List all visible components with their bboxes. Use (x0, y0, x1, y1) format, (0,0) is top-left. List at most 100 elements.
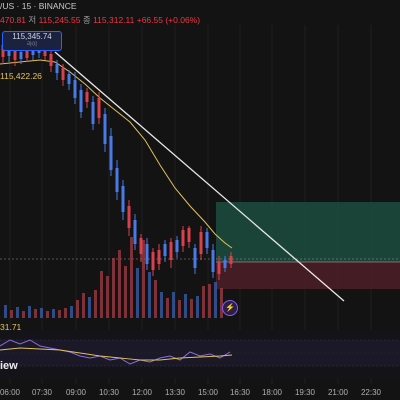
low-value: 115,245.55 (38, 15, 81, 25)
chart-header: /US · 15 · BINANCE 470.81 저 115,245.55 종… (0, 0, 400, 30)
volume-bar (88, 297, 91, 318)
price-tag-value: 115,345.74 (12, 32, 52, 41)
time-tick: 19:30 (294, 388, 316, 397)
volume-bar (124, 266, 127, 318)
candlesticks (1, 40, 233, 280)
candle (139, 234, 143, 262)
signal-line (0, 347, 233, 361)
close-label: 종 (82, 15, 91, 25)
candle (127, 200, 131, 236)
candle (73, 72, 77, 104)
candle (163, 240, 167, 262)
volume-bar (178, 300, 181, 318)
stop-zone[interactable] (216, 262, 400, 289)
price-tag[interactable]: 115,345.74 라이 (2, 31, 62, 51)
volume-bar (22, 311, 25, 318)
chart-canvas[interactable] (0, 0, 400, 384)
time-tick: 13:30 (164, 388, 186, 397)
time-tick: 18:00 (261, 388, 283, 397)
time-tick: 10:30 (98, 388, 120, 397)
ma-value-label: 115,422.26 (0, 71, 42, 81)
change-value: +66.55 (+0.06%) (136, 15, 201, 25)
candle (91, 96, 95, 130)
candle (223, 256, 227, 272)
candle (55, 60, 59, 80)
candle (199, 226, 203, 260)
volume-bar (106, 276, 109, 318)
time-axis[interactable]: 06:00 07:30 09:00 10:30 12:00 13:30 15:0… (0, 384, 400, 400)
volume-bar (160, 292, 163, 318)
volume-bar (40, 308, 43, 318)
open-value: 470.81 (0, 15, 26, 25)
candle (205, 228, 209, 254)
time-tick: 07:30 (31, 388, 53, 397)
volume-bar (196, 296, 199, 318)
candle (229, 252, 233, 268)
candle (133, 214, 137, 250)
watermark: iew (0, 360, 18, 372)
volume-bar (58, 310, 61, 318)
candle (145, 238, 149, 270)
time-tick: 09:00 (65, 388, 87, 397)
volume-bar (94, 290, 97, 318)
candle (115, 160, 119, 200)
volume-bar (82, 293, 85, 318)
candle (85, 88, 89, 108)
price-tag-sub: 라이 (26, 42, 38, 48)
volume-value-label: 31.71 (0, 322, 22, 332)
volume-bar (52, 309, 55, 318)
lightning-icon[interactable]: ⚡ (222, 300, 238, 316)
volume-bar (220, 288, 223, 318)
oscillator-pane[interactable] (0, 330, 400, 378)
candle (97, 92, 101, 124)
volume-bar (16, 307, 19, 318)
volume-bar (118, 250, 121, 318)
candle (79, 84, 83, 118)
volume-bar (10, 310, 13, 318)
close-value: 115,312.11 (93, 15, 135, 25)
time-tick: 12:00 (131, 388, 153, 397)
volume-bar (142, 240, 145, 318)
candle (67, 70, 71, 90)
volume-bars (4, 237, 223, 318)
candle (211, 244, 215, 278)
volume-bar (202, 286, 205, 318)
volume-bar (76, 300, 79, 318)
candle (217, 256, 221, 280)
time-tick: 21:00 (327, 388, 349, 397)
volume-bar (190, 299, 193, 318)
ohlc-readout: 470.81 저 115,245.55 종 115,312.11 +66.55 … (0, 15, 200, 25)
time-tick: 15:00 (197, 388, 219, 397)
volume-bar (34, 309, 37, 318)
candle (193, 244, 197, 274)
volume-bar (184, 294, 187, 318)
time-tick: 16:30 (229, 388, 251, 397)
volume-bar (64, 308, 67, 318)
candle (61, 64, 65, 86)
volume-bar (136, 268, 139, 318)
volume-bar (46, 311, 49, 318)
volume-bar (70, 306, 73, 318)
candle (175, 236, 179, 258)
time-tick: 22:30 (360, 388, 382, 397)
volume-bar (130, 237, 133, 318)
candle (151, 248, 155, 276)
target-zone[interactable] (216, 202, 400, 262)
trend-line[interactable] (54, 51, 345, 302)
time-tick: 06:00 (0, 388, 21, 397)
volume-bar (4, 305, 7, 318)
volume-bar (172, 292, 175, 318)
moving-average-line (0, 59, 233, 249)
volume-bar (28, 306, 31, 318)
candle (187, 226, 191, 248)
volume-bar (154, 280, 157, 318)
volume-bar (214, 282, 217, 318)
candle (181, 226, 185, 252)
volume-bar (208, 284, 211, 318)
candle (49, 50, 53, 72)
symbol-label[interactable]: /US · 15 · BINANCE (0, 1, 77, 11)
low-label: 저 (28, 15, 37, 25)
candle (121, 180, 125, 220)
oscillator-line (0, 339, 231, 365)
candle (157, 244, 161, 270)
